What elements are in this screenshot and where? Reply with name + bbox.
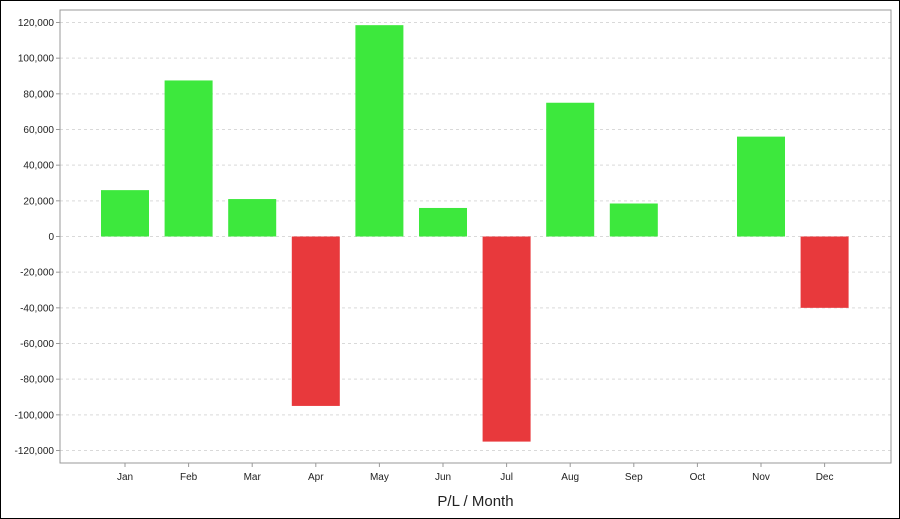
y-tick-label: 60,000 bbox=[23, 125, 54, 136]
y-tick-label: 100,000 bbox=[18, 54, 55, 65]
y-tick-label: -60,000 bbox=[20, 339, 54, 350]
bars bbox=[101, 25, 849, 442]
x-tick-label: Apr bbox=[308, 472, 324, 483]
y-axis-ticks: 120,000 100,000 80,000 60,000 40,000 20,000 0 -… bbox=[15, 18, 60, 457]
bar-nov bbox=[737, 136, 785, 237]
bar-apr bbox=[291, 236, 340, 406]
x-axis-ticks: Jan Feb Mar Apr May Jun Jul Aug Sep Oct Nov Dec bbox=[117, 463, 834, 483]
y-tick-label: 20,000 bbox=[23, 196, 54, 207]
bar-dec bbox=[800, 236, 849, 308]
bar-aug bbox=[546, 102, 595, 237]
x-tick-label: Aug bbox=[561, 472, 579, 483]
x-tick-label: Jun bbox=[435, 472, 451, 483]
y-tick-label: 40,000 bbox=[23, 161, 54, 172]
y-tick-label: -40,000 bbox=[20, 303, 54, 314]
y-tick-label: -120,000 bbox=[15, 446, 55, 457]
x-tick-label: Oct bbox=[690, 472, 706, 483]
x-tick-label: Jul bbox=[500, 472, 513, 483]
x-tick-label: Nov bbox=[752, 472, 770, 483]
bar-sep bbox=[609, 203, 658, 237]
plot-area-border bbox=[59, 9, 892, 464]
x-axis-label: P/L / Month bbox=[437, 493, 513, 510]
x-tick-label: May bbox=[370, 472, 389, 483]
bar-jan bbox=[101, 190, 149, 237]
y-tick-label: 80,000 bbox=[23, 89, 54, 100]
bar-jun bbox=[419, 207, 467, 237]
x-tick-label: Sep bbox=[625, 472, 643, 483]
x-tick-label: Feb bbox=[180, 472, 198, 483]
x-tick-label: Dec bbox=[816, 472, 834, 483]
y-tick-label: -80,000 bbox=[20, 375, 54, 386]
y-tick-label: -100,000 bbox=[15, 410, 55, 421]
x-tick-label: Jan bbox=[117, 472, 133, 483]
x-tick-label: Mar bbox=[244, 472, 262, 483]
bar-mar bbox=[228, 199, 277, 237]
bar-jul bbox=[482, 236, 531, 442]
y-tick-label: 0 bbox=[48, 232, 54, 243]
y-tick-label: -20,000 bbox=[20, 268, 54, 279]
y-tick-label: 120,000 bbox=[18, 18, 55, 29]
bar-feb bbox=[164, 80, 213, 237]
bar-may bbox=[355, 25, 404, 237]
